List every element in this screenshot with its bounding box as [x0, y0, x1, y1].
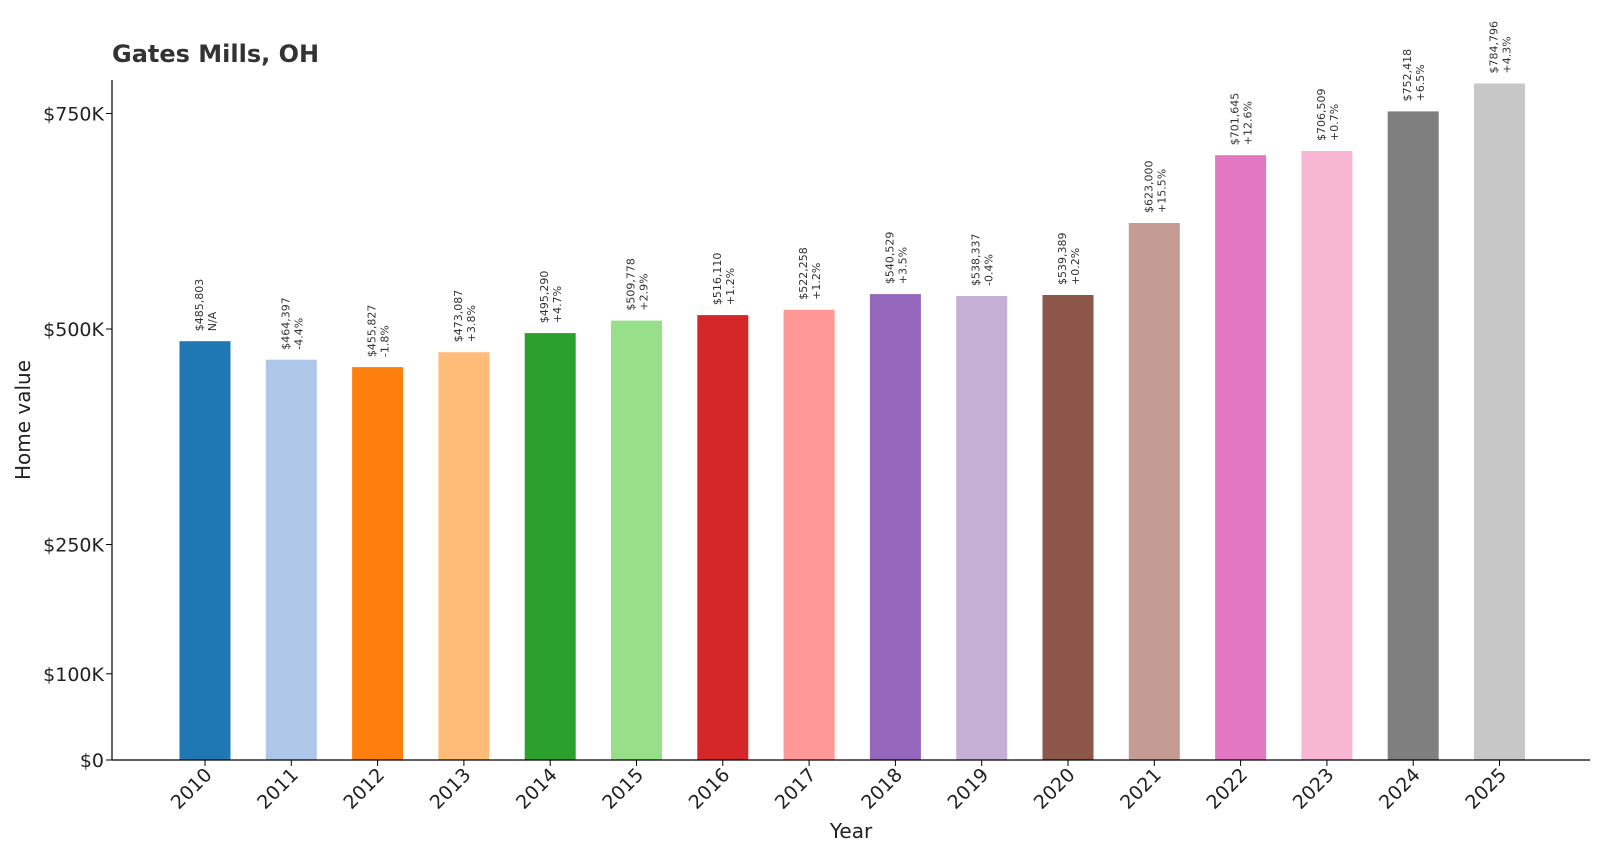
- bar-2023: [1301, 151, 1353, 760]
- x-tick-label-2011: 2011: [253, 764, 303, 814]
- bar-2015: [611, 320, 662, 760]
- value-label-2014: $495,290: [538, 271, 551, 324]
- change-label-2024: +6.5%: [1414, 64, 1427, 101]
- change-label-2010: N/A: [206, 311, 219, 331]
- change-label-2011: -4.4%: [292, 318, 305, 350]
- value-label-2022: $701,645: [1229, 93, 1242, 146]
- bar-2022: [1215, 155, 1267, 760]
- x-tick-label-2015: 2015: [598, 764, 648, 814]
- x-tick-label-2019: 2019: [943, 764, 993, 814]
- change-label-2021: +15.5%: [1155, 169, 1168, 213]
- x-tick-label-2012: 2012: [339, 764, 389, 814]
- value-label-2010: $485,803: [193, 279, 206, 332]
- bars: [179, 83, 1525, 760]
- bar-2024: [1387, 111, 1439, 760]
- value-label-2020: $539,389: [1056, 233, 1069, 286]
- bar-2011: [265, 359, 317, 760]
- bar-2013: [438, 352, 490, 760]
- bar-2025: [1474, 83, 1525, 760]
- x-tick-label-2025: 2025: [1461, 764, 1511, 814]
- bar-2021: [1128, 223, 1180, 760]
- change-label-2019: -0.4%: [983, 254, 996, 286]
- change-label-2015: +2.9%: [638, 273, 651, 310]
- x-tick-label-2016: 2016: [685, 764, 735, 814]
- bar-2020: [1042, 295, 1094, 760]
- y-tick-label: $750K: [43, 104, 104, 126]
- value-label-2016: $516,110: [711, 253, 724, 306]
- change-label-2016: +1.2%: [724, 268, 737, 305]
- bar-2012: [352, 367, 404, 760]
- x-tick-label-2013: 2013: [426, 764, 476, 814]
- value-label-2012: $455,827: [366, 305, 379, 358]
- value-label-2023: $706,509: [1315, 89, 1328, 142]
- value-label-2011: $464,397: [279, 297, 292, 350]
- change-label-2020: +0.2%: [1069, 248, 1082, 285]
- y-tick-label: $0: [80, 750, 104, 772]
- x-tick-label-2021: 2021: [1116, 764, 1166, 814]
- value-label-2024: $752,418: [1401, 49, 1414, 102]
- bar-2010: [179, 341, 231, 760]
- x-tick-label-2018: 2018: [857, 764, 907, 814]
- x-tick-label-2017: 2017: [771, 764, 821, 814]
- bar-2019: [956, 296, 1008, 760]
- value-label-2018: $540,529: [883, 232, 896, 285]
- change-label-2017: +1.2%: [810, 263, 823, 300]
- bar-2017: [783, 309, 835, 760]
- x-tick-label-2023: 2023: [1289, 764, 1339, 814]
- change-label-2022: +12.6%: [1242, 101, 1255, 145]
- y-axis: $0 $100K $250K $500K $750K: [43, 80, 113, 772]
- y-tick-label: $500K: [43, 319, 104, 341]
- x-tick-label-2010: 2010: [167, 764, 217, 814]
- value-label-2017: $522,258: [797, 247, 810, 300]
- chart-title: Gates Mills, OH: [112, 40, 319, 68]
- x-tick-label-2014: 2014: [512, 764, 562, 814]
- x-tick-label-2020: 2020: [1030, 764, 1080, 814]
- bar-2018: [869, 294, 921, 760]
- x-axis-title: Year: [829, 819, 873, 843]
- change-label-2023: +0.7%: [1328, 104, 1341, 141]
- y-axis-title: Home value: [11, 360, 35, 480]
- x-axis: 2010 2011 2012 2013 2014 2015 2016 2017 2018 2019…: [112, 759, 1590, 814]
- change-label-2013: +3.8%: [465, 305, 478, 342]
- value-label-2015: $509,778: [625, 258, 638, 311]
- change-label-2018: +3.5%: [896, 247, 909, 284]
- y-tick-label: $250K: [43, 535, 104, 557]
- bar-2016: [697, 315, 749, 760]
- x-tick-label-2022: 2022: [1202, 764, 1252, 814]
- value-label-2013: $473,087: [452, 290, 465, 343]
- value-label-2025: $784,796: [1488, 21, 1501, 74]
- bar-labels: $485,803 N/A $464,397 -4.4% $455,827 -1.8% $47…: [193, 21, 1514, 357]
- x-tick-label-2024: 2024: [1375, 764, 1425, 814]
- bar-2014: [524, 333, 576, 760]
- change-label-2025: +4.3%: [1501, 36, 1514, 73]
- y-tick-label: $100K: [43, 664, 104, 686]
- value-label-2019: $538,337: [970, 234, 983, 287]
- value-label-2021: $623,000: [1142, 161, 1155, 214]
- change-label-2014: +4.7%: [551, 286, 564, 323]
- change-label-2012: -1.8%: [379, 325, 392, 357]
